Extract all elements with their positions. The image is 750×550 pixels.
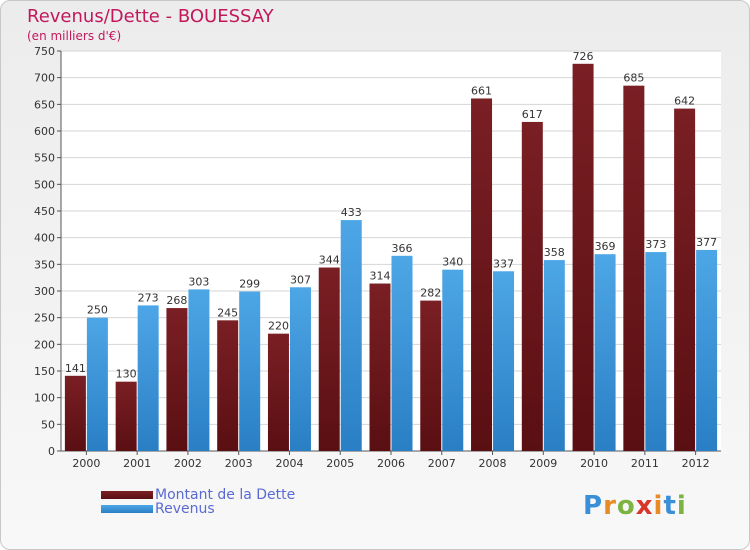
- bar-revenue: [188, 289, 210, 451]
- logo-letter: t: [663, 491, 677, 521]
- data-label-debt: 141: [65, 362, 86, 375]
- y-tick-label: 0: [48, 445, 55, 458]
- bar-debt: [471, 98, 493, 451]
- data-label-revenue: 299: [239, 278, 260, 291]
- bar-revenue: [696, 249, 718, 451]
- bar-debt: [572, 63, 594, 452]
- logo-letter: x: [635, 491, 654, 521]
- chart-title: Revenus/Dette - BOUESSAY: [27, 6, 274, 27]
- x-tick-label: 2003: [225, 457, 253, 470]
- data-label-debt: 661: [471, 84, 492, 97]
- data-label-revenue: 358: [544, 246, 565, 259]
- y-tick-label: 650: [34, 98, 55, 111]
- logo-letter: i: [676, 491, 687, 521]
- x-tick-label: 2004: [275, 457, 303, 470]
- y-tick-label: 550: [34, 152, 55, 165]
- bar-debt: [420, 300, 442, 451]
- bar-revenue: [645, 252, 667, 451]
- data-label-debt: 282: [420, 287, 441, 300]
- x-tick-label: 2012: [682, 457, 710, 470]
- data-label-revenue: 307: [290, 273, 311, 286]
- x-tick-label: 2002: [174, 457, 202, 470]
- data-label-debt: 685: [623, 72, 644, 85]
- data-label-debt: 642: [674, 95, 695, 108]
- bar-debt: [369, 283, 391, 451]
- data-label-debt: 268: [166, 294, 187, 307]
- data-label-revenue: 369: [595, 240, 616, 253]
- y-tick-label: 250: [34, 312, 55, 325]
- bar-revenue: [594, 254, 616, 451]
- y-tick-label: 100: [34, 392, 55, 405]
- x-tick-label: 2005: [326, 457, 354, 470]
- bar-revenue: [289, 287, 311, 451]
- bar-debt: [115, 381, 137, 451]
- bar-revenue: [340, 220, 362, 451]
- legend-label-debt: Montant de la Dette: [155, 487, 296, 503]
- x-tick-label: 2000: [72, 457, 100, 470]
- y-tick-label: 150: [34, 365, 55, 378]
- bar-revenue: [137, 305, 159, 451]
- y-tick-label: 200: [34, 338, 55, 351]
- data-label-debt: 220: [268, 320, 289, 333]
- bar-debt: [674, 108, 696, 451]
- y-tick-label: 400: [34, 232, 55, 245]
- data-label-revenue: 303: [188, 275, 209, 288]
- x-tick-label: 2010: [580, 457, 608, 470]
- bar-revenue: [442, 269, 464, 451]
- bar-debt: [267, 333, 289, 451]
- bar-debt: [64, 375, 86, 451]
- data-label-revenue: 373: [645, 238, 666, 251]
- y-tick-label: 500: [34, 178, 55, 191]
- bar-revenue: [239, 291, 261, 451]
- data-label-revenue: 273: [138, 291, 159, 304]
- bar-revenue: [391, 255, 413, 451]
- data-label-debt: 130: [116, 368, 137, 381]
- data-label-debt: 344: [319, 254, 340, 267]
- data-label-debt: 617: [522, 108, 543, 121]
- x-tick-label: 2008: [479, 457, 507, 470]
- x-tick-label: 2009: [529, 457, 557, 470]
- x-tick-label: 2001: [123, 457, 151, 470]
- y-tick-label: 300: [34, 285, 55, 298]
- bar-debt: [623, 85, 645, 452]
- y-tick-label: 450: [34, 205, 55, 218]
- y-tick-label: 750: [34, 45, 55, 58]
- logo-letter: P: [583, 491, 604, 521]
- data-label-debt: 726: [573, 50, 594, 63]
- y-tick-label: 50: [41, 418, 55, 431]
- y-tick-label: 600: [34, 125, 55, 138]
- y-tick-label: 700: [34, 72, 55, 85]
- x-tick-label: 2007: [428, 457, 456, 470]
- data-label-revenue: 366: [392, 242, 413, 255]
- legend-swatch-debt: [101, 491, 153, 499]
- data-label-debt: 314: [370, 270, 391, 283]
- legend-item-debt: Montant de la Dette: [101, 487, 295, 503]
- logo-letter: i: [653, 491, 664, 521]
- legend-swatch-revenue: [101, 505, 153, 513]
- data-label-debt: 245: [217, 306, 238, 319]
- chart-subtitle: (en milliers d'€): [27, 29, 122, 43]
- bar-revenue: [493, 271, 515, 451]
- bar-debt: [217, 320, 239, 451]
- x-tick-label: 2006: [377, 457, 405, 470]
- data-label-revenue: 377: [696, 236, 717, 249]
- data-label-revenue: 250: [87, 304, 108, 317]
- y-tick-label: 350: [34, 258, 55, 271]
- logo-letter: o: [616, 491, 636, 521]
- logo-letter: r: [603, 491, 617, 521]
- data-label-revenue: 340: [442, 256, 463, 269]
- data-label-revenue: 433: [341, 206, 362, 219]
- bar-revenue: [86, 317, 108, 451]
- bar-revenue: [543, 260, 565, 451]
- legend-item-revenue: Revenus: [101, 501, 215, 517]
- bar-debt: [318, 267, 340, 451]
- bar-debt: [521, 121, 543, 451]
- legend-label-revenue: Revenus: [155, 501, 215, 517]
- x-tick-label: 2011: [631, 457, 659, 470]
- bar-debt: [166, 308, 188, 451]
- proxiti-logo: Proxiti: [583, 491, 687, 521]
- data-label-revenue: 337: [493, 257, 514, 270]
